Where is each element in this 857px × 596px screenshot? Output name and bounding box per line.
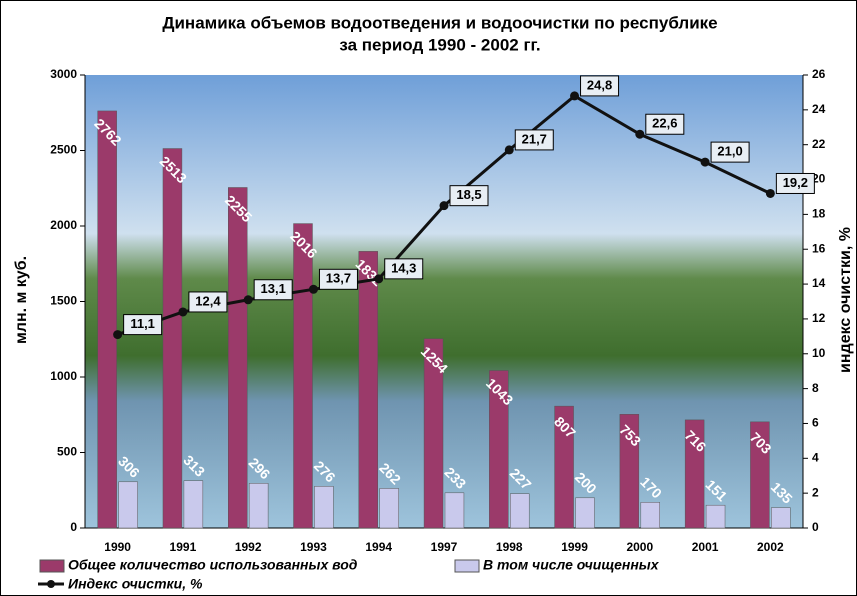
y2-tick-label: 14 bbox=[812, 276, 826, 290]
marker bbox=[308, 284, 318, 294]
marker bbox=[178, 307, 188, 317]
y2-tick-label: 0 bbox=[812, 520, 819, 534]
y2-tick-label: 24 bbox=[812, 102, 826, 116]
bar bbox=[705, 504, 726, 529]
y2-tick-label: 16 bbox=[812, 241, 826, 255]
data-label: 12,4 bbox=[195, 293, 221, 308]
bar bbox=[379, 488, 399, 529]
y-tick-label: 1000 bbox=[50, 369, 77, 383]
y2-axis-label: индекс очистки, % bbox=[837, 227, 854, 373]
bar bbox=[183, 480, 204, 529]
y2-tick-label: 8 bbox=[812, 381, 819, 395]
y2-tick-label: 6 bbox=[812, 416, 819, 430]
bar bbox=[248, 483, 269, 529]
label-box bbox=[318, 268, 358, 290]
x-tick-label: 1999 bbox=[561, 540, 588, 554]
data-label: 11,1 bbox=[130, 316, 155, 331]
y2-tick-label: 22 bbox=[812, 137, 826, 151]
label-box bbox=[123, 314, 163, 336]
bar bbox=[162, 148, 183, 529]
marker bbox=[504, 145, 514, 155]
label-box bbox=[253, 279, 293, 301]
legend-swatch bbox=[454, 559, 480, 573]
y-tick-label: 1500 bbox=[50, 294, 77, 308]
marker bbox=[765, 188, 775, 198]
bar bbox=[293, 223, 313, 529]
legend-label: В том числе очищенных bbox=[483, 557, 660, 573]
data-label: 22,6 bbox=[652, 116, 677, 131]
bar bbox=[640, 502, 660, 529]
bar bbox=[575, 497, 595, 529]
data-label: 19,2 bbox=[783, 175, 808, 190]
label-box bbox=[514, 129, 554, 151]
x-tick-label: 2001 bbox=[692, 540, 719, 554]
y-tick-label: 0 bbox=[70, 520, 77, 534]
bar bbox=[619, 414, 640, 529]
marker bbox=[570, 91, 580, 101]
marker bbox=[113, 330, 123, 340]
label-box bbox=[710, 141, 750, 163]
marker bbox=[243, 295, 253, 305]
y-tick-label: 2500 bbox=[50, 143, 77, 157]
bar bbox=[314, 486, 334, 529]
legend-label: Общее количество использованных вод bbox=[68, 557, 358, 573]
y2-tick-label: 10 bbox=[812, 346, 826, 360]
marker bbox=[700, 157, 710, 167]
marker bbox=[374, 274, 384, 284]
data-label: 21,7 bbox=[522, 131, 547, 146]
bar bbox=[444, 492, 465, 529]
label-box bbox=[775, 172, 815, 194]
x-tick-label: 2000 bbox=[626, 540, 653, 554]
label-box bbox=[188, 291, 228, 313]
y-tick-label: 3000 bbox=[50, 67, 77, 81]
bar bbox=[358, 251, 378, 529]
x-tick-label: 1990 bbox=[104, 540, 131, 554]
data-label: 14,3 bbox=[391, 260, 416, 275]
label-box bbox=[580, 75, 620, 97]
label-box bbox=[384, 258, 424, 280]
bar bbox=[510, 493, 530, 529]
data-label: 21,0 bbox=[717, 144, 742, 159]
data-label: 13,1 bbox=[261, 281, 286, 296]
marker bbox=[439, 201, 449, 211]
x-tick-label: 1991 bbox=[170, 540, 197, 554]
bar bbox=[684, 419, 705, 529]
chart-title: за период 1990 - 2002 гг. bbox=[339, 35, 540, 54]
x-tick-label: 2002 bbox=[757, 540, 784, 554]
bar bbox=[750, 421, 770, 529]
x-tick-label: 1993 bbox=[300, 540, 327, 554]
bar bbox=[489, 370, 509, 529]
y-tick-label: 500 bbox=[57, 445, 77, 459]
data-label: 13,7 bbox=[326, 271, 351, 286]
y-axis-label: млн. м куб. bbox=[13, 256, 30, 344]
bar bbox=[228, 187, 248, 529]
bar bbox=[118, 481, 138, 529]
bar bbox=[771, 507, 791, 529]
bar bbox=[423, 338, 444, 529]
y-tick-label: 2000 bbox=[50, 218, 77, 232]
bar bbox=[97, 110, 117, 529]
y2-tick-label: 26 bbox=[812, 67, 826, 81]
label-box bbox=[645, 113, 685, 135]
bar bbox=[554, 405, 574, 529]
legend-marker bbox=[47, 580, 55, 588]
y2-tick-label: 20 bbox=[812, 172, 826, 186]
data-label: 24,8 bbox=[587, 77, 612, 92]
data-label: 18,5 bbox=[456, 187, 481, 202]
label-box bbox=[449, 185, 489, 207]
chart-title: Динамика объемов водоотведения и водоочи… bbox=[162, 13, 717, 32]
y2-tick-label: 2 bbox=[812, 485, 819, 499]
marker bbox=[635, 129, 645, 139]
y2-tick-label: 4 bbox=[812, 450, 819, 464]
x-tick-label: 1998 bbox=[496, 540, 523, 554]
x-tick-label: 1994 bbox=[365, 540, 392, 554]
y2-tick-label: 12 bbox=[812, 311, 826, 325]
legend-swatch bbox=[39, 559, 65, 573]
y2-tick-label: 18 bbox=[812, 207, 826, 221]
x-tick-label: 1997 bbox=[431, 540, 458, 554]
legend-label: Индекс очистки, % bbox=[68, 576, 203, 592]
x-tick-label: 1992 bbox=[235, 540, 262, 554]
